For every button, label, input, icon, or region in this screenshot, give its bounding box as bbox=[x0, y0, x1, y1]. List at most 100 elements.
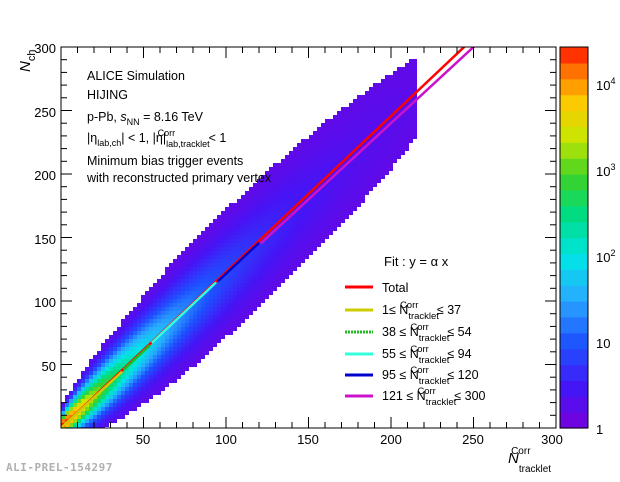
heatmap-cell bbox=[245, 259, 249, 263]
heatmap-cell bbox=[153, 359, 157, 363]
heatmap-cell bbox=[297, 203, 301, 207]
heatmap-cell bbox=[125, 343, 129, 347]
heatmap-cell bbox=[317, 127, 321, 131]
heatmap-cell bbox=[161, 347, 165, 351]
heatmap-cell bbox=[225, 251, 229, 255]
heatmap-cell bbox=[213, 315, 217, 319]
heatmap-cell bbox=[157, 315, 161, 319]
heatmap-cell bbox=[313, 139, 317, 143]
heatmap-cell bbox=[317, 163, 321, 167]
heatmap-cell bbox=[337, 135, 341, 139]
heatmap-cell bbox=[365, 159, 369, 163]
heatmap-cell bbox=[229, 327, 233, 331]
heatmap-cell bbox=[257, 251, 261, 255]
heatmap-cell bbox=[257, 215, 261, 219]
heatmap-cell bbox=[269, 239, 273, 243]
heatmap-cell bbox=[101, 415, 105, 419]
heatmap-cell bbox=[189, 259, 193, 263]
heatmap-cell bbox=[189, 247, 193, 251]
heatmap-cell bbox=[181, 303, 185, 307]
heatmap-cell bbox=[153, 379, 157, 383]
heatmap-cell bbox=[325, 131, 329, 135]
heatmap-cell bbox=[105, 407, 109, 411]
heatmap-cell bbox=[401, 151, 405, 155]
heatmap-cell bbox=[257, 291, 261, 295]
heatmap-cell bbox=[249, 275, 253, 279]
heatmap-cell bbox=[293, 231, 297, 235]
heatmap-cell bbox=[389, 123, 393, 127]
heatmap-cell bbox=[361, 131, 365, 135]
legend-label: 121 ≤ NtrackletCorr ≤ 300 bbox=[382, 386, 486, 408]
heatmap-cell bbox=[245, 307, 249, 311]
heatmap-cell bbox=[285, 163, 289, 167]
heatmap-cell bbox=[137, 367, 141, 371]
heatmap-cell bbox=[253, 251, 257, 255]
heatmap-cell bbox=[105, 403, 109, 407]
heatmap-cell bbox=[141, 379, 145, 383]
heatmap-cell bbox=[129, 351, 133, 355]
heatmap-cell bbox=[105, 411, 109, 415]
heatmap-cell bbox=[129, 371, 133, 375]
heatmap-cell bbox=[169, 339, 173, 343]
heatmap-cell bbox=[261, 215, 265, 219]
heatmap-cell bbox=[233, 287, 237, 291]
heatmap-cell bbox=[81, 391, 85, 395]
heatmap-cell bbox=[165, 295, 169, 299]
heatmap-cell bbox=[117, 399, 121, 403]
heatmap-cell bbox=[285, 195, 289, 199]
heatmap-cell bbox=[185, 303, 189, 307]
heatmap-cell bbox=[169, 287, 173, 291]
heatmap-cell bbox=[349, 119, 353, 123]
heatmap-cell bbox=[189, 347, 193, 351]
heatmap-cell bbox=[353, 187, 357, 191]
heatmap-cell bbox=[289, 183, 293, 187]
heatmap-cell bbox=[141, 399, 145, 403]
heatmap-cell bbox=[117, 331, 121, 335]
heatmap-cell bbox=[301, 155, 305, 159]
heatmap-cell bbox=[129, 343, 133, 347]
heatmap-cell bbox=[273, 243, 277, 247]
heatmap-cell bbox=[325, 223, 329, 227]
heatmap-cell bbox=[373, 127, 377, 131]
heatmap-cell bbox=[233, 259, 237, 263]
heatmap-cell bbox=[405, 63, 409, 67]
heatmap-cell bbox=[209, 255, 213, 259]
heatmap-cell bbox=[133, 307, 137, 311]
heatmap-cell bbox=[397, 155, 401, 159]
heatmap-cell bbox=[269, 291, 273, 295]
heatmap-cell bbox=[285, 247, 289, 251]
heatmap-cell bbox=[413, 83, 417, 87]
heatmap-cell bbox=[261, 175, 265, 179]
heatmap-cell bbox=[397, 87, 401, 91]
heatmap-cell bbox=[137, 387, 141, 391]
heatmap-cell bbox=[181, 315, 185, 319]
heatmap-cell bbox=[401, 107, 405, 111]
heatmap-cell bbox=[297, 239, 301, 243]
colorbar-band bbox=[560, 126, 588, 143]
heatmap-cell bbox=[69, 423, 73, 427]
heatmap-cell bbox=[93, 375, 97, 379]
heatmap-cell bbox=[161, 287, 165, 291]
heatmap-cell bbox=[189, 359, 193, 363]
heatmap-cell bbox=[349, 203, 353, 207]
heatmap-cell bbox=[321, 155, 325, 159]
heatmap-cell bbox=[217, 327, 221, 331]
heatmap-cell bbox=[253, 207, 257, 211]
heatmap-cell bbox=[265, 227, 269, 231]
heatmap-cell bbox=[69, 391, 73, 395]
heatmap-cell bbox=[273, 187, 277, 191]
heatmap-cell bbox=[169, 271, 173, 275]
heatmap-cell bbox=[85, 387, 89, 391]
heatmap-cell bbox=[225, 231, 229, 235]
heatmap-cell bbox=[225, 255, 229, 259]
colorbar-band bbox=[560, 332, 588, 350]
heatmap-cell bbox=[197, 275, 201, 279]
heatmap-cell bbox=[137, 343, 141, 347]
heatmap-cell bbox=[109, 339, 113, 343]
heatmap-cell bbox=[349, 171, 353, 175]
heatmap-cell bbox=[321, 151, 325, 155]
heatmap-cell bbox=[297, 167, 301, 171]
heatmap-cell bbox=[205, 303, 209, 307]
heatmap-cell bbox=[333, 219, 337, 223]
heatmap-cell bbox=[269, 271, 273, 275]
